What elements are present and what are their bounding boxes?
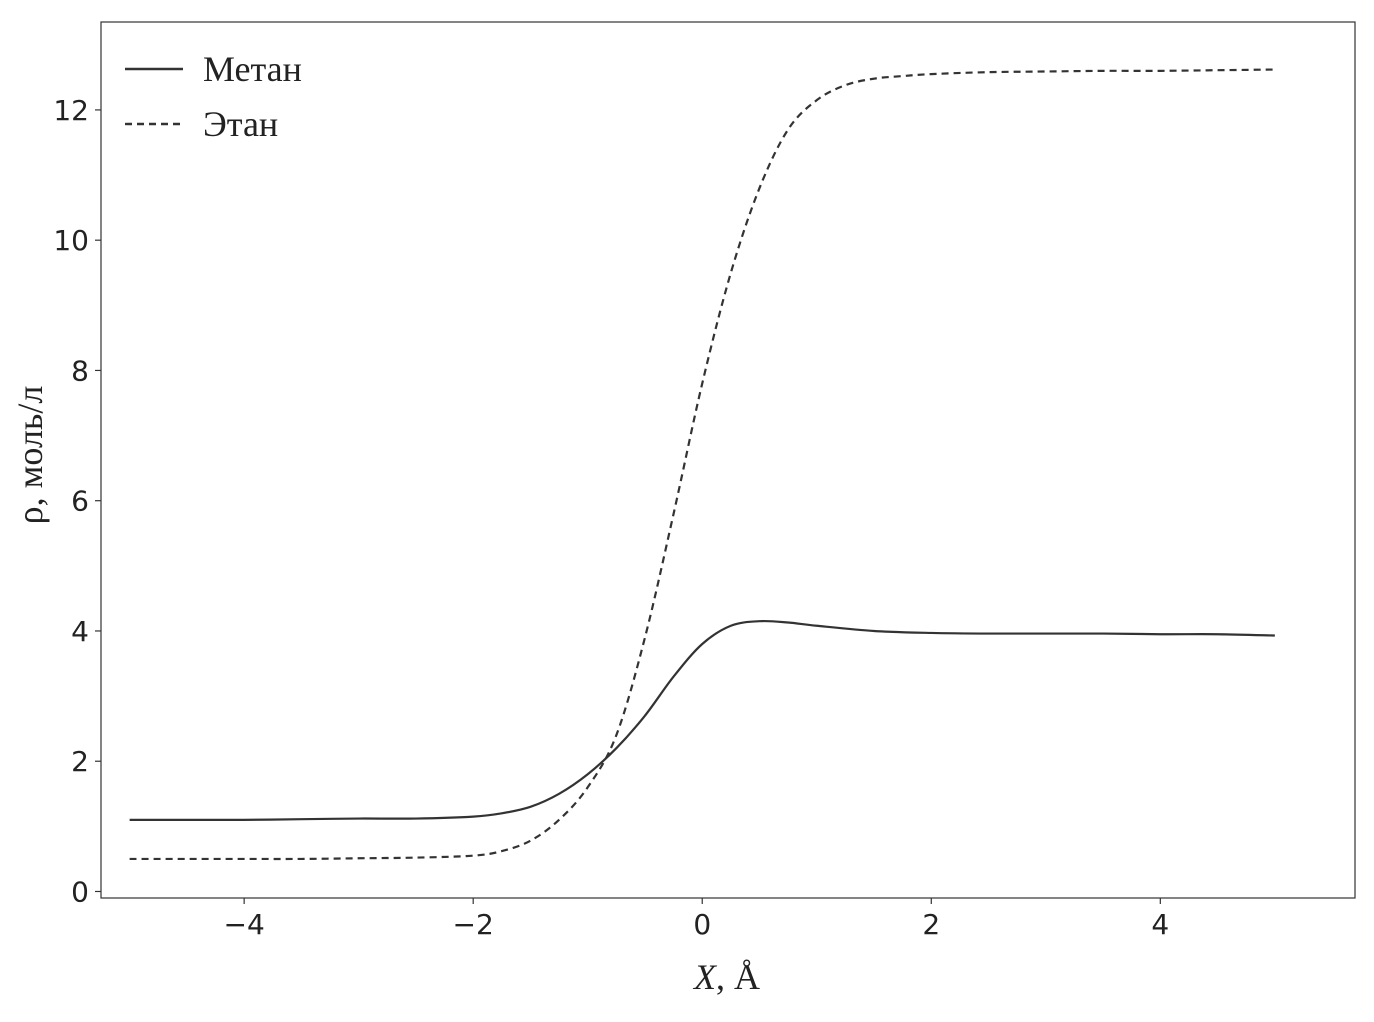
y-tick-label: 4: [71, 615, 89, 648]
x-tick-label: 2: [922, 908, 940, 941]
y-tick-label: 12: [53, 94, 89, 127]
x-axis-ticks: −4 −2 0 2 4: [224, 898, 1169, 941]
y-tick-label: 0: [71, 875, 89, 908]
y-axis-label: ρ, моль/л: [10, 386, 50, 525]
y-tick-label: 8: [71, 354, 89, 387]
legend: Метан Этан: [125, 49, 302, 144]
series-line-metan: [129, 619, 1275, 821]
x-tick-label: −4: [224, 908, 265, 941]
legend-label-metan: Метан: [203, 49, 302, 89]
y-tick-label: 10: [53, 224, 89, 257]
x-axis-label: X, Å: [692, 957, 760, 997]
x-tick-label: 0: [693, 908, 711, 941]
plot-frame: [100, 21, 1356, 899]
series-layer: [129, 68, 1275, 861]
x-axis-label-unit: , Å: [716, 957, 760, 997]
y-tick-label: 2: [71, 745, 89, 778]
y-axis-ticks: 0 2 4 6 8 10 12: [53, 94, 101, 908]
series-line-etan: [129, 68, 1275, 861]
x-tick-label: −2: [453, 908, 494, 941]
x-axis-label-variable: X: [692, 957, 718, 997]
legend-label-etan: Этан: [203, 104, 278, 144]
x-tick-label: 4: [1151, 908, 1169, 941]
y-tick-label: 6: [71, 485, 89, 518]
